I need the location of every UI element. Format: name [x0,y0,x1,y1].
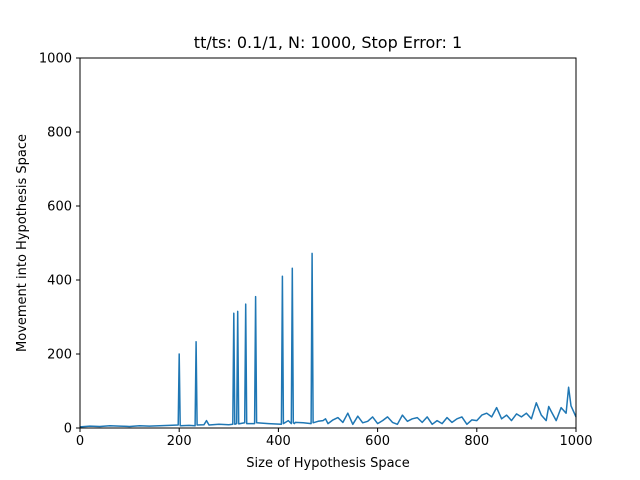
series-line-0 [79,252,577,428]
y-tick-label: 400 [47,274,72,289]
x-tick-label: 600 [365,434,390,449]
plot-area [79,252,577,428]
x-tick-label: 400 [266,434,291,449]
x-tick-label: 0 [76,434,84,449]
y-tick-label: 800 [47,126,72,141]
x-axis: 0 200 400 600 800 1000 [76,428,593,449]
y-tick-label: 1000 [39,52,72,67]
axes-frame [79,57,577,429]
x-tick-label: 800 [464,434,489,449]
chart-title: tt/ts: 0.1/1, N: 1000, Stop Error: 1 [194,33,462,52]
y-axis: 0 200 400 600 800 1000 [39,52,80,437]
y-tick-label: 600 [47,200,72,215]
y-tick-label: 200 [47,348,72,363]
y-axis-label: Movement into Hypothesis Space [15,134,30,352]
x-tick-label: 1000 [559,434,592,449]
x-axis-label: Size of Hypothesis Space [246,456,409,471]
x-tick-label: 200 [167,434,192,449]
y-tick-label: 0 [64,422,72,437]
